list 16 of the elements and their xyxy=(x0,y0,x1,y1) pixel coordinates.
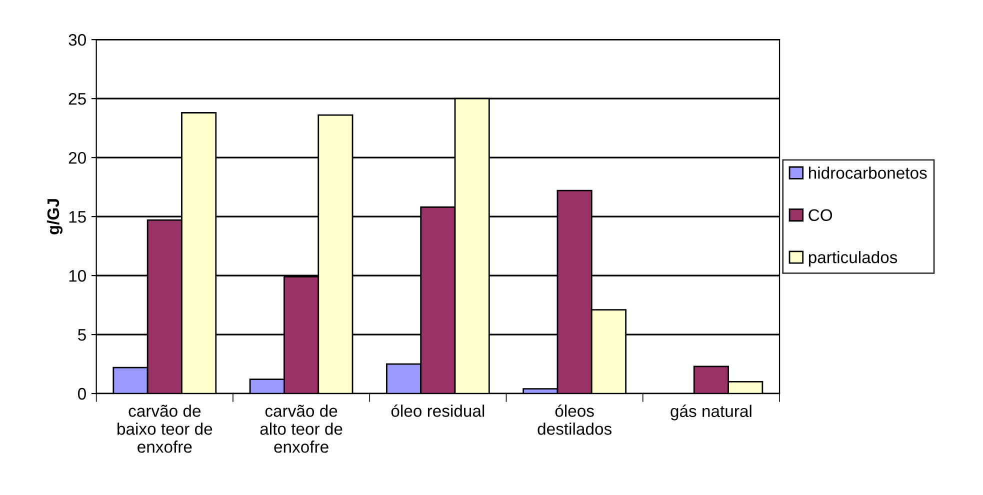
y-tick-label: 0 xyxy=(78,388,86,400)
x-tick-label: carvão de baixo teor de enxofre xyxy=(118,404,212,453)
y-tick-label: 20 xyxy=(68,152,86,164)
x-tick-label: gás natural xyxy=(670,404,752,420)
x-tick-label: óleo residual xyxy=(391,404,484,417)
y-axis-title: g/GJ xyxy=(46,199,63,234)
x-tick-label: carvão de alto teor de enxofre xyxy=(260,404,342,453)
y-tick-label: 25 xyxy=(68,92,86,105)
legend-label: hidrocarbonetos xyxy=(809,166,927,179)
y-tick-label: 5 xyxy=(78,329,86,341)
legend-label: CO xyxy=(808,209,832,222)
y-tick-label: 15 xyxy=(69,211,86,223)
x-tick-label: óleos destilados xyxy=(538,404,612,435)
y-tick-label: 10 xyxy=(69,270,86,282)
y-tick-label: 30 xyxy=(68,34,86,46)
legend-label: particulados xyxy=(808,250,898,267)
